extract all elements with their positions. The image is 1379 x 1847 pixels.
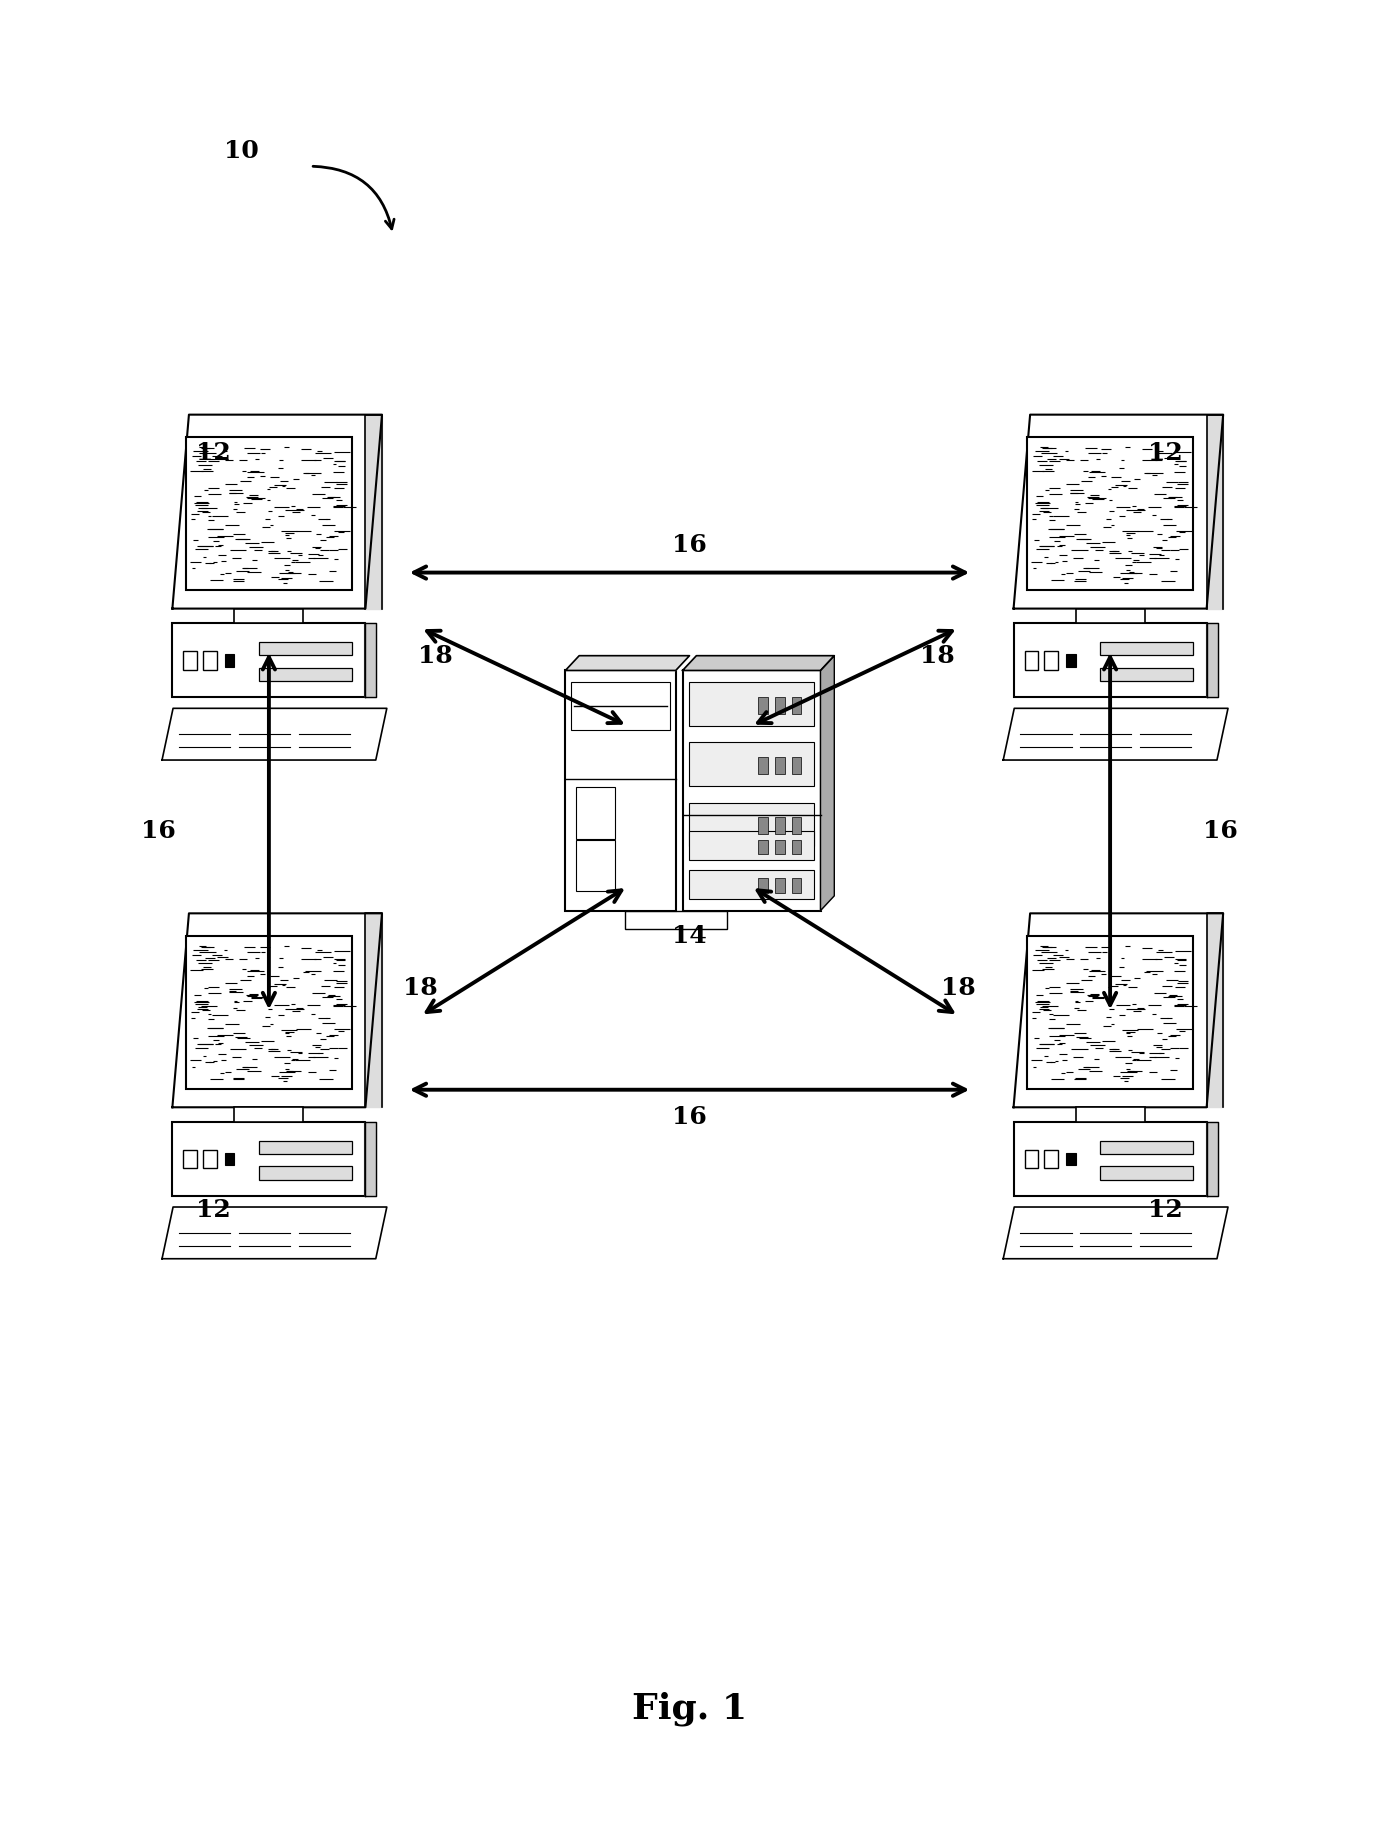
Bar: [758, 840, 768, 853]
Polygon shape: [161, 707, 386, 761]
Bar: [690, 742, 814, 785]
Text: 12: 12: [196, 441, 232, 464]
Bar: [186, 935, 352, 1090]
Bar: [259, 667, 352, 682]
Bar: [225, 654, 234, 667]
Polygon shape: [1003, 1208, 1227, 1260]
Bar: [1100, 667, 1193, 682]
Polygon shape: [172, 414, 382, 608]
Bar: [172, 622, 365, 696]
Text: 12: 12: [1147, 1199, 1183, 1221]
Polygon shape: [172, 914, 382, 1108]
Bar: [1044, 650, 1058, 669]
Text: 16: 16: [672, 534, 707, 556]
Polygon shape: [821, 656, 834, 911]
Bar: [792, 816, 801, 833]
Bar: [203, 650, 217, 669]
Bar: [758, 757, 768, 774]
Bar: [259, 1140, 352, 1154]
Bar: [203, 1149, 217, 1167]
Bar: [571, 683, 670, 731]
Polygon shape: [365, 914, 382, 1108]
Text: 16: 16: [1202, 820, 1238, 842]
Bar: [775, 816, 785, 833]
Bar: [792, 877, 801, 892]
Bar: [576, 787, 615, 839]
Bar: [758, 696, 768, 713]
Bar: [1044, 1149, 1058, 1167]
Text: Fig. 1: Fig. 1: [632, 1692, 747, 1725]
Bar: [775, 757, 785, 774]
Polygon shape: [565, 656, 690, 670]
Bar: [758, 816, 768, 833]
Polygon shape: [1207, 622, 1218, 696]
Bar: [1100, 1140, 1193, 1154]
Bar: [1027, 436, 1193, 589]
Bar: [792, 696, 801, 713]
Bar: [690, 870, 814, 899]
Bar: [792, 757, 801, 774]
Bar: [792, 840, 801, 853]
Polygon shape: [1207, 414, 1223, 608]
Bar: [775, 877, 785, 892]
Bar: [775, 696, 785, 713]
Polygon shape: [161, 1208, 386, 1260]
Bar: [1014, 1121, 1207, 1197]
Bar: [234, 608, 303, 622]
Polygon shape: [365, 622, 376, 696]
Bar: [1025, 650, 1038, 669]
Bar: [565, 670, 676, 911]
Polygon shape: [1014, 914, 1223, 1108]
Text: 12: 12: [1147, 441, 1183, 464]
Polygon shape: [1207, 914, 1223, 1108]
Text: 16: 16: [672, 1106, 707, 1129]
Bar: [758, 877, 768, 892]
Bar: [259, 641, 352, 656]
Bar: [1076, 608, 1145, 622]
Bar: [172, 1121, 365, 1197]
Bar: [225, 1153, 234, 1165]
Bar: [1027, 935, 1193, 1090]
Polygon shape: [1014, 414, 1223, 608]
Text: 10: 10: [223, 140, 259, 163]
Bar: [576, 840, 615, 892]
Bar: [1100, 1167, 1193, 1180]
Bar: [1076, 1108, 1145, 1123]
Bar: [690, 803, 814, 846]
Bar: [775, 840, 785, 853]
Bar: [1025, 1149, 1038, 1167]
Bar: [625, 911, 727, 929]
Text: 14: 14: [672, 925, 707, 948]
Bar: [1066, 1153, 1076, 1165]
Bar: [183, 1149, 197, 1167]
Bar: [1100, 641, 1193, 656]
Bar: [186, 436, 352, 589]
Text: 18: 18: [403, 977, 439, 999]
Bar: [1066, 654, 1076, 667]
Text: 18: 18: [418, 645, 454, 667]
Text: 18: 18: [920, 645, 956, 667]
Text: 12: 12: [196, 1199, 232, 1221]
Polygon shape: [1207, 1123, 1218, 1197]
Text: 16: 16: [141, 820, 177, 842]
Bar: [690, 683, 814, 726]
Bar: [1014, 622, 1207, 696]
Polygon shape: [365, 1123, 376, 1197]
Bar: [183, 650, 197, 669]
Bar: [234, 1108, 303, 1123]
Bar: [683, 670, 821, 911]
Polygon shape: [683, 656, 834, 670]
Polygon shape: [1003, 707, 1227, 761]
Polygon shape: [365, 414, 382, 608]
Bar: [259, 1167, 352, 1180]
Text: 18: 18: [940, 977, 976, 999]
Bar: [690, 831, 814, 861]
